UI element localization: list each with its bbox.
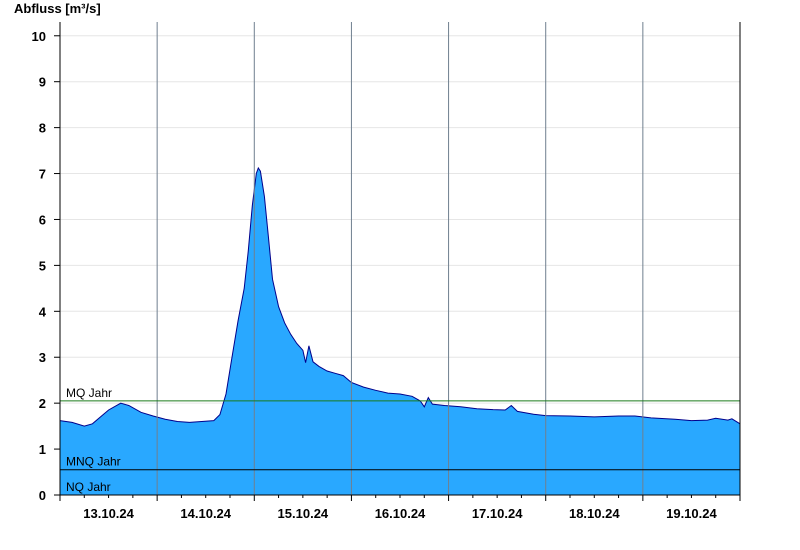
y-tick-label: 2 (39, 396, 46, 411)
reference-line-label: MQ Jahr (66, 386, 112, 400)
y-axis-label: Abfluss [m³/s] (14, 1, 101, 16)
y-tick-label: 10 (32, 29, 46, 44)
y-tick-label: 8 (39, 121, 46, 136)
reference-line-label: MNQ Jahr (66, 455, 121, 469)
x-tick-label: 19.10.24 (666, 506, 717, 521)
x-tick-label: 17.10.24 (472, 506, 523, 521)
x-tick-label: 15.10.24 (278, 506, 329, 521)
y-tick-label: 0 (39, 488, 46, 503)
area-layer (59, 166, 741, 495)
y-tick-label: 6 (39, 212, 46, 227)
x-tick-label: 14.10.24 (180, 506, 231, 521)
x-tick-label: 18.10.24 (569, 506, 620, 521)
y-tick-label: 9 (39, 75, 46, 90)
y-tick-label: 7 (39, 167, 46, 182)
y-tick-label: 1 (39, 442, 46, 457)
y-tick-label: 4 (39, 304, 47, 319)
x-tick-labels: 13.10.24 14.10.24 15.10.24 16.10.24 17.10.24… (83, 506, 717, 521)
reference-line-label: NQ Jahr (66, 480, 111, 494)
grid (60, 35, 740, 450)
y-tick-label: 5 (39, 258, 46, 273)
y-tick-label: 3 (39, 350, 46, 365)
x-tick-label: 16.10.24 (375, 506, 426, 521)
discharge-area (60, 168, 740, 495)
discharge-line (59, 166, 741, 427)
reference-lines: MQ Jahr MNQ Jahr NQ Jahr (60, 386, 740, 494)
day-gridlines (156, 22, 644, 495)
y-tick-labels: 0 1 2 3 4 5 6 7 8 9 10 (32, 29, 47, 503)
x-tick-label: 13.10.24 (83, 506, 134, 521)
axes (54, 22, 741, 501)
